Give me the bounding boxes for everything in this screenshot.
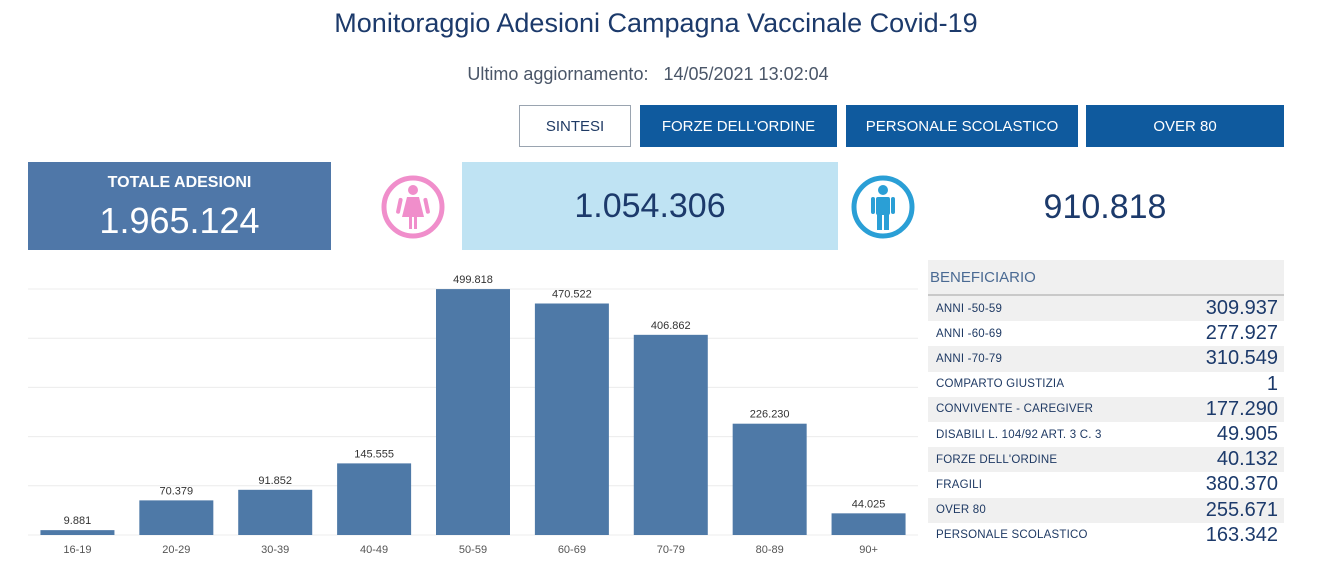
bar-value-label: 470.522	[552, 289, 592, 301]
male-icon	[851, 175, 915, 239]
table-row: FRAGILI 380.370	[928, 472, 1284, 497]
table-row: OVER 80 255.671	[928, 497, 1284, 523]
age-bar-chart: 9.881 16-19 70.379 20-29 91.852 30-39 145.555 4…	[28, 274, 918, 556]
table-row: COMPARTO GIUSTIZIA 1	[928, 372, 1284, 397]
last-update-label: Ultimo aggiornamento:	[467, 64, 649, 84]
table-header: BENEFICIARIO	[928, 260, 1284, 296]
last-update-timestamp: 14/05/2021 13:02:04	[663, 64, 829, 84]
bar-value-label: 44.025	[852, 498, 886, 510]
table-row-value: 309.937	[1205, 297, 1278, 320]
x-tick-label: 50-59	[459, 544, 487, 556]
table-row-label: DISABILI L. 104/92 ART. 3 C. 3	[936, 428, 1102, 441]
table-row-label: CONVIVENTE - CAREGIVER	[936, 403, 1094, 416]
table-row: FORZE DELL'ORDINE 40.132	[928, 447, 1284, 473]
male-adesioni-value: 910.818	[1043, 188, 1167, 226]
bar-value-label: 226.230	[750, 409, 790, 421]
bar-40-49[interactable]	[337, 463, 412, 535]
bar-value-label: 9.881	[64, 515, 92, 527]
tab-forze-dell-ordine[interactable]: FORZE DELL’ORDINE	[640, 105, 837, 147]
table-row-value: 49.905	[1216, 423, 1278, 446]
bar-50-59[interactable]	[436, 289, 510, 535]
bar-value-label: 145.555	[354, 448, 394, 460]
table-row-value: 380.370	[1205, 473, 1278, 496]
beneficiario-table: BENEFICIARIO ANNI -50-59 309.937 ANNI -60-…	[928, 260, 1284, 548]
x-tick-label: 40-49	[360, 544, 388, 556]
tab-personale-scolastico[interactable]: PERSONALE SCOLASTICO	[846, 105, 1078, 147]
bar-60-69[interactable]	[534, 303, 609, 535]
table-row-value: 1	[1266, 372, 1278, 395]
x-tick-label: 60-69	[558, 544, 586, 556]
tab-over-80[interactable]: OVER 80	[1086, 105, 1284, 147]
x-tick-label: 90+	[859, 544, 878, 556]
table-row-value: 277.927	[1205, 322, 1278, 345]
bar-20-29[interactable]	[139, 500, 214, 535]
table-row: ANNI -60-69 277.927	[928, 321, 1284, 346]
table-row-label: FORZE DELL'ORDINE	[936, 453, 1058, 466]
table-row-label: ANNI -50-59	[936, 302, 1003, 315]
last-update: Ultimo aggiornamento: 14/05/2021 13:02:0…	[0, 64, 1296, 85]
bar-30-39[interactable]	[238, 489, 313, 535]
x-tick-label: 80-89	[756, 544, 784, 556]
table-row: DISABILI L. 104/92 ART. 3 C. 3 49.905	[928, 422, 1284, 447]
bar-16-19[interactable]	[40, 530, 115, 535]
table-row: PERSONALE SCOLASTICO 163.342	[928, 523, 1284, 548]
page-title: Monitoraggio Adesioni Campagna Vaccinale…	[334, 8, 978, 38]
table-row: ANNI -70-79 310.549	[928, 346, 1284, 372]
table-row: ANNI -50-59 309.937	[928, 296, 1284, 322]
table-row-label: PERSONALE SCOLASTICO	[936, 529, 1088, 542]
table-row-label: ANNI -60-69	[936, 327, 1003, 340]
table-row-value: 40.132	[1216, 448, 1278, 471]
x-tick-label: 16-19	[63, 544, 91, 556]
total-adesioni-label: TOTALE ADESIONI	[107, 174, 252, 191]
x-tick-label: 20-29	[162, 544, 190, 556]
bar-80-89[interactable]	[732, 423, 807, 535]
table-row-value: 310.549	[1205, 347, 1278, 370]
x-tick-label: 70-79	[657, 544, 685, 556]
bar-value-label: 70.379	[160, 485, 194, 497]
female-icon	[381, 175, 445, 239]
bar-70-79[interactable]	[633, 334, 708, 535]
table-row-value: 177.290	[1205, 397, 1278, 420]
table-row-label: COMPARTO GIUSTIZIA	[936, 378, 1065, 391]
table-row-label: OVER 80	[936, 504, 986, 517]
total-adesioni-card: TOTALE ADESIONI 1.965.124	[28, 162, 331, 250]
table-row-label: ANNI -70-79	[936, 352, 1003, 365]
table-row: CONVIVENTE - CAREGIVER 177.290	[928, 396, 1284, 422]
bar-value-label: 499.818	[453, 274, 493, 286]
bar-value-label: 406.862	[651, 320, 691, 332]
bar-value-label: 91.852	[258, 475, 292, 487]
table-row-value: 255.671	[1205, 498, 1278, 521]
table-row-value: 163.342	[1205, 523, 1278, 546]
x-tick-label: 30-39	[261, 544, 289, 556]
table-row-label: FRAGILI	[936, 478, 983, 491]
bar-90+[interactable]	[831, 513, 906, 535]
total-adesioni-value: 1.965.124	[99, 200, 260, 241]
tab-sintesi[interactable]: SINTESI	[519, 105, 631, 147]
female-adesioni-value: 1.054.306	[462, 162, 838, 250]
